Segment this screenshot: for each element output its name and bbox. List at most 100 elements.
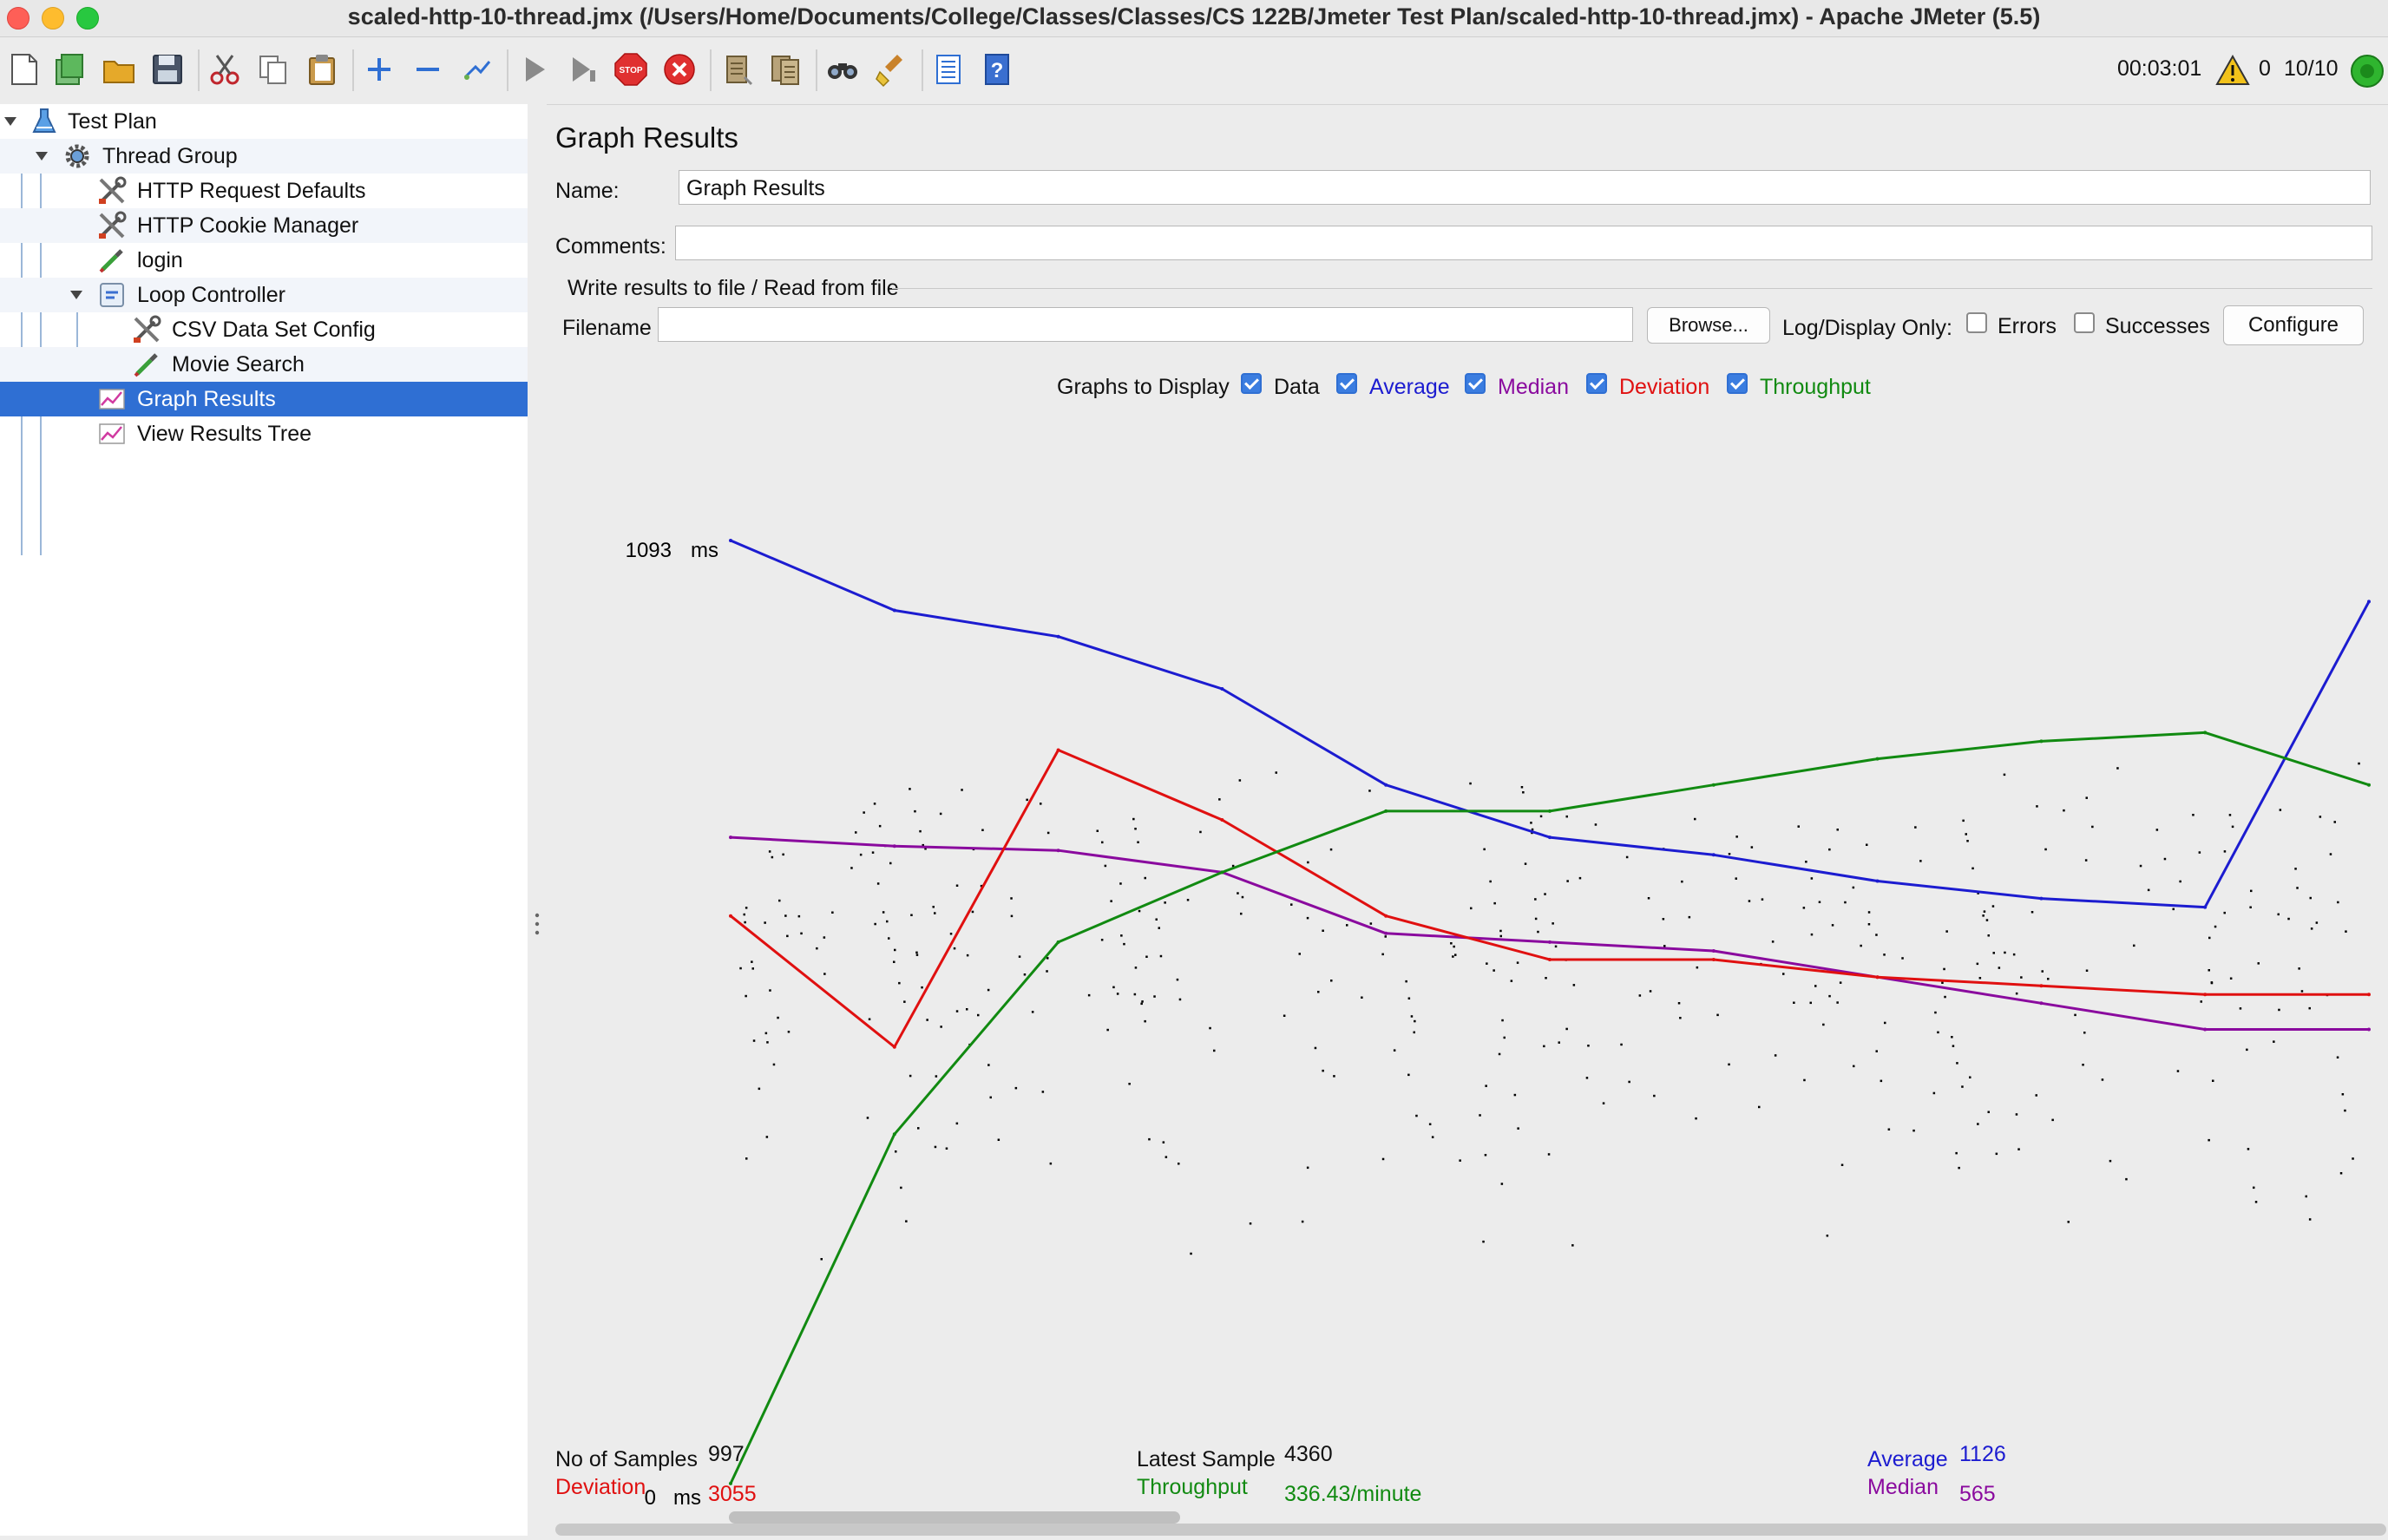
series-point-average (1056, 634, 1060, 639)
errors-checkbox[interactable] (1966, 312, 1987, 333)
sample-point (1530, 822, 1532, 824)
sample-point (1771, 940, 1775, 943)
successes-checkbox[interactable] (2074, 312, 2095, 333)
tree-node-http-request-defaults[interactable]: HTTP Request Defaults (0, 174, 528, 208)
panel-scrollbar-thumb[interactable] (555, 1524, 2386, 1536)
tree-node-label: HTTP Cookie Manager (137, 213, 359, 238)
clear-icon[interactable] (717, 49, 757, 89)
series-point-deviation (2203, 993, 2208, 997)
filename-field[interactable] (658, 307, 1633, 342)
tree-node-thread-group[interactable]: Thread Group (0, 139, 528, 174)
sample-point (1831, 924, 1834, 927)
sample-point (1517, 1127, 1519, 1130)
search-icon[interactable] (823, 49, 863, 89)
median-checkbox[interactable] (1465, 373, 1486, 394)
reset-search-icon[interactable] (871, 49, 911, 89)
graphs-to-display-label: Graphs to Display (1057, 375, 1230, 399)
sample-point (769, 989, 771, 992)
series-point-median (1548, 940, 1552, 944)
sample-point (1010, 914, 1014, 918)
start-icon[interactable] (514, 49, 554, 89)
sample-point (2298, 967, 2300, 970)
warning-icon[interactable] (2213, 51, 2253, 91)
average-checkbox[interactable] (1336, 373, 1357, 394)
configure-button[interactable]: Configure (2223, 305, 2364, 345)
samples-value: 997 (708, 1442, 745, 1466)
stop-icon[interactable]: STOP (611, 49, 651, 89)
tree-node-view-results-tree[interactable]: View Results Tree (0, 416, 528, 451)
templates-icon[interactable] (49, 49, 89, 89)
tree-node-login[interactable]: login (0, 243, 528, 278)
cut-icon[interactable] (205, 49, 245, 89)
shutdown-icon[interactable] (659, 49, 699, 89)
sample-point (744, 921, 746, 924)
help-icon[interactable]: ? (977, 49, 1017, 89)
deviation-stat-value: 3055 (708, 1482, 757, 1506)
series-point-median (1056, 849, 1060, 853)
sample-point (1218, 798, 1221, 801)
tree-node-test-plan[interactable]: Test Plan (0, 104, 528, 139)
paste-icon[interactable] (302, 49, 342, 89)
tree-node-graph-results[interactable]: Graph Results (0, 382, 528, 416)
sample-point (1782, 973, 1785, 975)
clear-all-icon[interactable] (765, 49, 805, 89)
minimize-window-button[interactable] (42, 7, 64, 29)
splitter-grip-icon[interactable] (535, 913, 540, 935)
sample-point (1499, 934, 1502, 938)
sample-point (1510, 980, 1513, 982)
throughput-label: Throughput (1760, 375, 1871, 399)
sample-point (1238, 779, 1242, 782)
expand-icon[interactable] (359, 49, 399, 89)
throughput-checkbox[interactable] (1727, 373, 1748, 394)
sample-point (2067, 1221, 2070, 1223)
graph-scrollbar-thumb[interactable] (729, 1511, 1180, 1524)
function-helper-icon[interactable] (928, 49, 968, 89)
sample-point (2044, 848, 2047, 851)
svg-text:?: ? (991, 59, 1004, 82)
browse-button[interactable]: Browse... (1647, 307, 1770, 344)
data-checkbox[interactable] (1241, 373, 1262, 394)
comments-field[interactable] (675, 226, 2372, 260)
sample-point (882, 911, 885, 914)
expanded-arrow-icon[interactable] (2, 113, 19, 130)
open-icon[interactable] (99, 49, 139, 89)
sample-point (2250, 889, 2253, 893)
sample-point (2085, 796, 2088, 799)
data-points (739, 762, 2360, 1261)
sample-point (831, 911, 834, 914)
tree-node-csv-data-set-config[interactable]: CSV Data Set Config (0, 312, 528, 347)
sample-point (1405, 980, 1407, 983)
save-icon[interactable] (148, 49, 187, 89)
toggle-icon[interactable] (456, 49, 496, 89)
name-field[interactable]: Graph Results (679, 170, 2371, 205)
sample-point (1962, 819, 1965, 822)
sample-point (1240, 912, 1243, 915)
sample-point (889, 862, 892, 865)
split-pane-divider[interactable] (528, 104, 547, 1536)
close-window-button[interactable] (7, 7, 30, 29)
sample-point (1381, 953, 1384, 956)
expanded-arrow-icon[interactable] (33, 147, 50, 165)
sample-point (2082, 1064, 2084, 1066)
sample-point (2246, 1048, 2248, 1052)
sample-point (2179, 880, 2181, 883)
sample-point (1162, 1141, 1165, 1144)
zoom-window-button[interactable] (76, 7, 99, 29)
start-no-pauses-icon[interactable] (562, 49, 602, 89)
tree-node-http-cookie-manager[interactable]: HTTP Cookie Manager (0, 208, 528, 243)
tree-node-loop-controller[interactable]: Loop Controller (0, 278, 528, 312)
sample-point (2063, 809, 2065, 812)
test-plan-tree: Test Plan Thread Group HTTP Request Defa… (0, 104, 528, 1536)
deviation-checkbox[interactable] (1586, 373, 1607, 394)
series-point-average (1711, 853, 1716, 857)
new-icon[interactable] (3, 49, 43, 89)
sample-point (1040, 803, 1042, 805)
loop-controller-icon (95, 279, 128, 311)
sample-point (1836, 1001, 1839, 1004)
sample-point (966, 953, 969, 957)
copy-icon[interactable] (253, 49, 293, 89)
collapse-icon[interactable] (408, 49, 448, 89)
tree-node-movie-search[interactable]: Movie Search (0, 347, 528, 382)
expanded-arrow-icon[interactable] (68, 286, 85, 304)
graph-results-chart: 1093 ms 0 ms (626, 539, 2371, 1510)
